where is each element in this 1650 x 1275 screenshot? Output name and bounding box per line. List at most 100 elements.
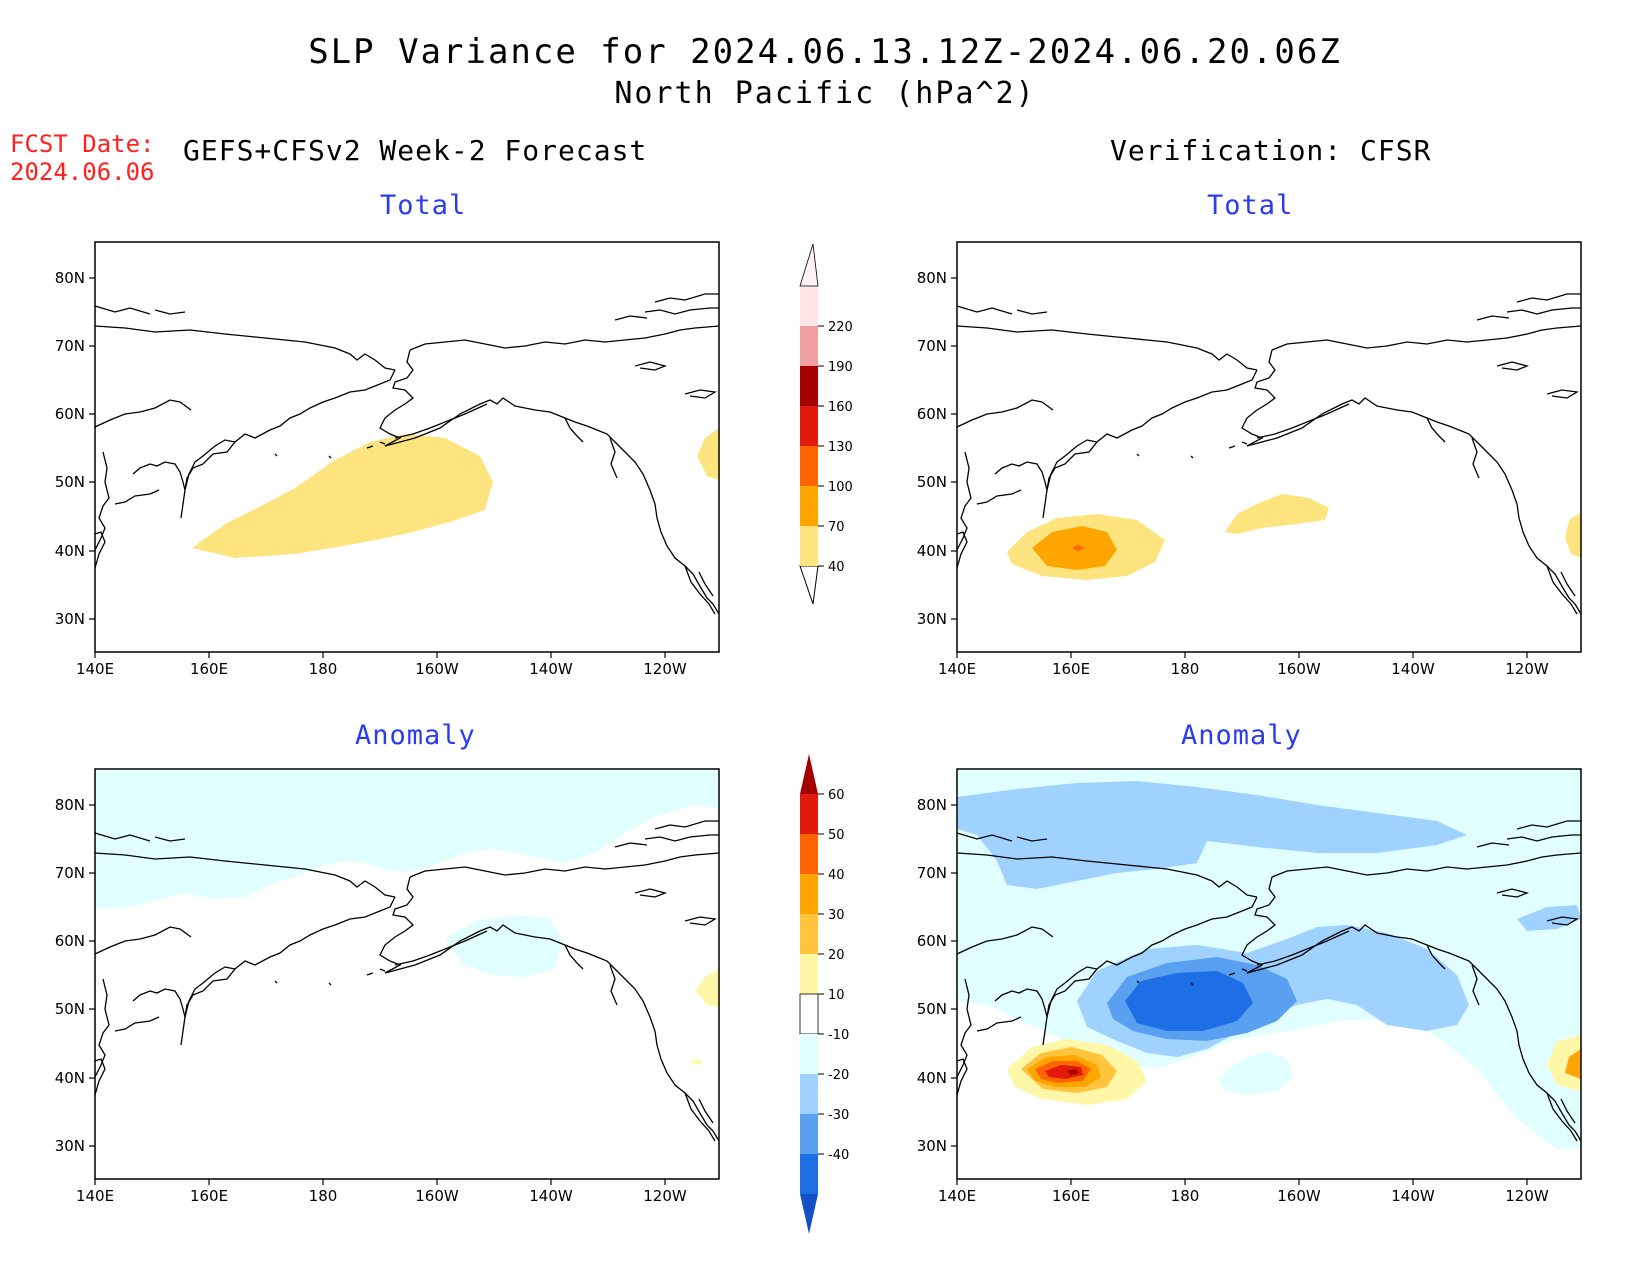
colorbar-anomaly-box [800, 874, 818, 914]
colorbar-anomaly-box [800, 1074, 818, 1114]
lon-tick-label: 160E [190, 1187, 228, 1205]
panel-verification-total [950, 241, 1582, 659]
lat-tick-label: 30N [55, 1137, 85, 1155]
colorbar-total-label: 70 [828, 520, 845, 535]
lat-tick-label: 40N [55, 1069, 85, 1087]
lat-tick-label: 70N [55, 337, 85, 355]
contour-fill-100-130 [1072, 545, 1085, 551]
lat-tick-label: 30N [55, 610, 85, 628]
lon-tick-label: 160W [415, 660, 459, 678]
contour-fill-minus10-minus20-alaska [445, 915, 563, 977]
panel-title-verification-anomaly: Anomaly [1181, 720, 1302, 751]
figure-subtitle: North Pacific (hPa^2) [614, 76, 1036, 111]
colorbar-anomaly-box [800, 1154, 818, 1194]
panel-forecast-anomaly [88, 768, 720, 1186]
figure-title: SLP Variance for 2024.06.13.12Z-2024.06.… [308, 32, 1342, 72]
contour-fill-30-40-east [1565, 1049, 1581, 1079]
lon-tick-label: 180 [1171, 1187, 1200, 1205]
lon-tick-label: 160E [1052, 660, 1090, 678]
contour-fill-east-edge [697, 428, 719, 480]
colorbar-total-label: 160 [828, 400, 853, 415]
colorbar-total-label: 130 [828, 440, 853, 455]
lat-tick-label: 50N [55, 1000, 85, 1018]
contour-fill-10-20-east [1547, 1035, 1581, 1091]
forecast-header: GEFS+CFSv2 Week-2 Forecast [183, 134, 648, 167]
lon-tick-label: 120W [1505, 660, 1549, 678]
lon-tick-label: 140E [938, 1187, 976, 1205]
colorbar-anomaly-label: -10 [828, 1028, 849, 1043]
lat-tick-label: 60N [917, 932, 947, 950]
contour-fill-minus10-minus20-south [1217, 1051, 1293, 1095]
colorbar-total-box [800, 446, 818, 486]
colorbar-anomaly-label: 30 [828, 908, 845, 923]
lat-tick-label: 50N [917, 1000, 947, 1018]
lat-tick-label: 50N [917, 473, 947, 491]
contour-fill-10-20-dot [691, 1059, 703, 1065]
panel-forecast-total [88, 241, 720, 659]
colorbar-anomaly: 60 50 40 30 20 10 -10 -20 -30 -40 [799, 754, 849, 1234]
lat-tick-label: 70N [917, 864, 947, 882]
colorbar-total-box [800, 286, 818, 326]
colorbar-anomaly-box [800, 1034, 818, 1074]
lat-tick-label: 60N [55, 932, 85, 950]
lat-tick-label: 70N [917, 337, 947, 355]
lon-tick-label: 180 [1171, 660, 1200, 678]
lat-tick-label: 70N [55, 864, 85, 882]
colorbar-anomaly-box [800, 914, 818, 954]
fcst-date-value: 2024.06.06 [10, 158, 155, 186]
colorbar-anomaly-box [800, 794, 818, 834]
lon-tick-label: 180 [309, 660, 338, 678]
colorbar-total-box [800, 526, 818, 566]
contour-fill-40-70 [192, 434, 493, 558]
colorbar-total-label: 40 [828, 560, 845, 575]
lat-tick-label: 40N [917, 542, 947, 560]
lon-tick-label: 120W [643, 660, 687, 678]
colorbar-anomaly-label: 40 [828, 868, 845, 883]
lon-tick-label: 160W [1277, 660, 1321, 678]
lon-tick-label: 120W [643, 1187, 687, 1205]
colorbar-anomaly-label: -30 [828, 1108, 849, 1123]
lon-tick-label: 140W [1391, 1187, 1435, 1205]
lat-tick-label: 40N [917, 1069, 947, 1087]
lat-tick-label: 50N [55, 473, 85, 491]
fcst-date-label: FCST Date: [10, 130, 155, 158]
panel-title-forecast-total: Total [380, 190, 467, 221]
colorbar-total-box [800, 326, 818, 366]
colorbar-total-upper-arrow [799, 243, 819, 287]
lon-tick-label: 160E [190, 660, 228, 678]
colorbar-total-label: 100 [828, 480, 853, 495]
contour-fill-10-20-east [695, 969, 719, 1007]
lat-tick-label: 80N [917, 796, 947, 814]
lon-tick-label: 180 [309, 1187, 338, 1205]
colorbar-anomaly-lower-arrow [800, 1194, 818, 1234]
colorbar-total: 40 70 100 130 160 190 220 [799, 243, 853, 605]
lat-tick-label: 60N [917, 405, 947, 423]
contour-fill-50-60-sw [1045, 1065, 1083, 1079]
colorbar-anomaly-box [799, 993, 819, 1035]
lon-tick-label: 140E [76, 660, 114, 678]
verification-header: Verification: CFSR [1110, 134, 1432, 167]
colorbar-anomaly-box [800, 1114, 818, 1154]
colorbar-total-box [800, 406, 818, 446]
contour-fill-below-minus40 [1125, 971, 1253, 1031]
axis-tick-labels: 80N 70N 60N 50N 40N 30N 140E 160E 180 160W 140W 120… [55, 269, 1549, 1205]
colorbar-anomaly-label: 50 [828, 828, 845, 843]
colorbar-total-label: 220 [828, 320, 853, 335]
lon-tick-label: 140W [529, 660, 573, 678]
lon-tick-label: 160E [1052, 1187, 1090, 1205]
colorbar-total-box [800, 366, 818, 406]
lat-tick-label: 80N [55, 269, 85, 287]
lon-tick-label: 140W [529, 1187, 573, 1205]
lat-tick-label: 80N [917, 269, 947, 287]
contour-fill-east-edge [1565, 512, 1581, 558]
colorbar-anomaly-upper-arrow [800, 754, 818, 794]
lon-tick-label: 140W [1391, 660, 1435, 678]
lon-tick-label: 120W [1505, 1187, 1549, 1205]
panel-verification-anomaly [950, 768, 1582, 1186]
lon-tick-label: 160W [1277, 1187, 1321, 1205]
lat-tick-label: 40N [55, 542, 85, 560]
colorbar-total-lower-arrow [799, 565, 819, 605]
colorbar-anomaly-label: -40 [828, 1148, 849, 1163]
colorbar-anomaly-label: 20 [828, 948, 845, 963]
